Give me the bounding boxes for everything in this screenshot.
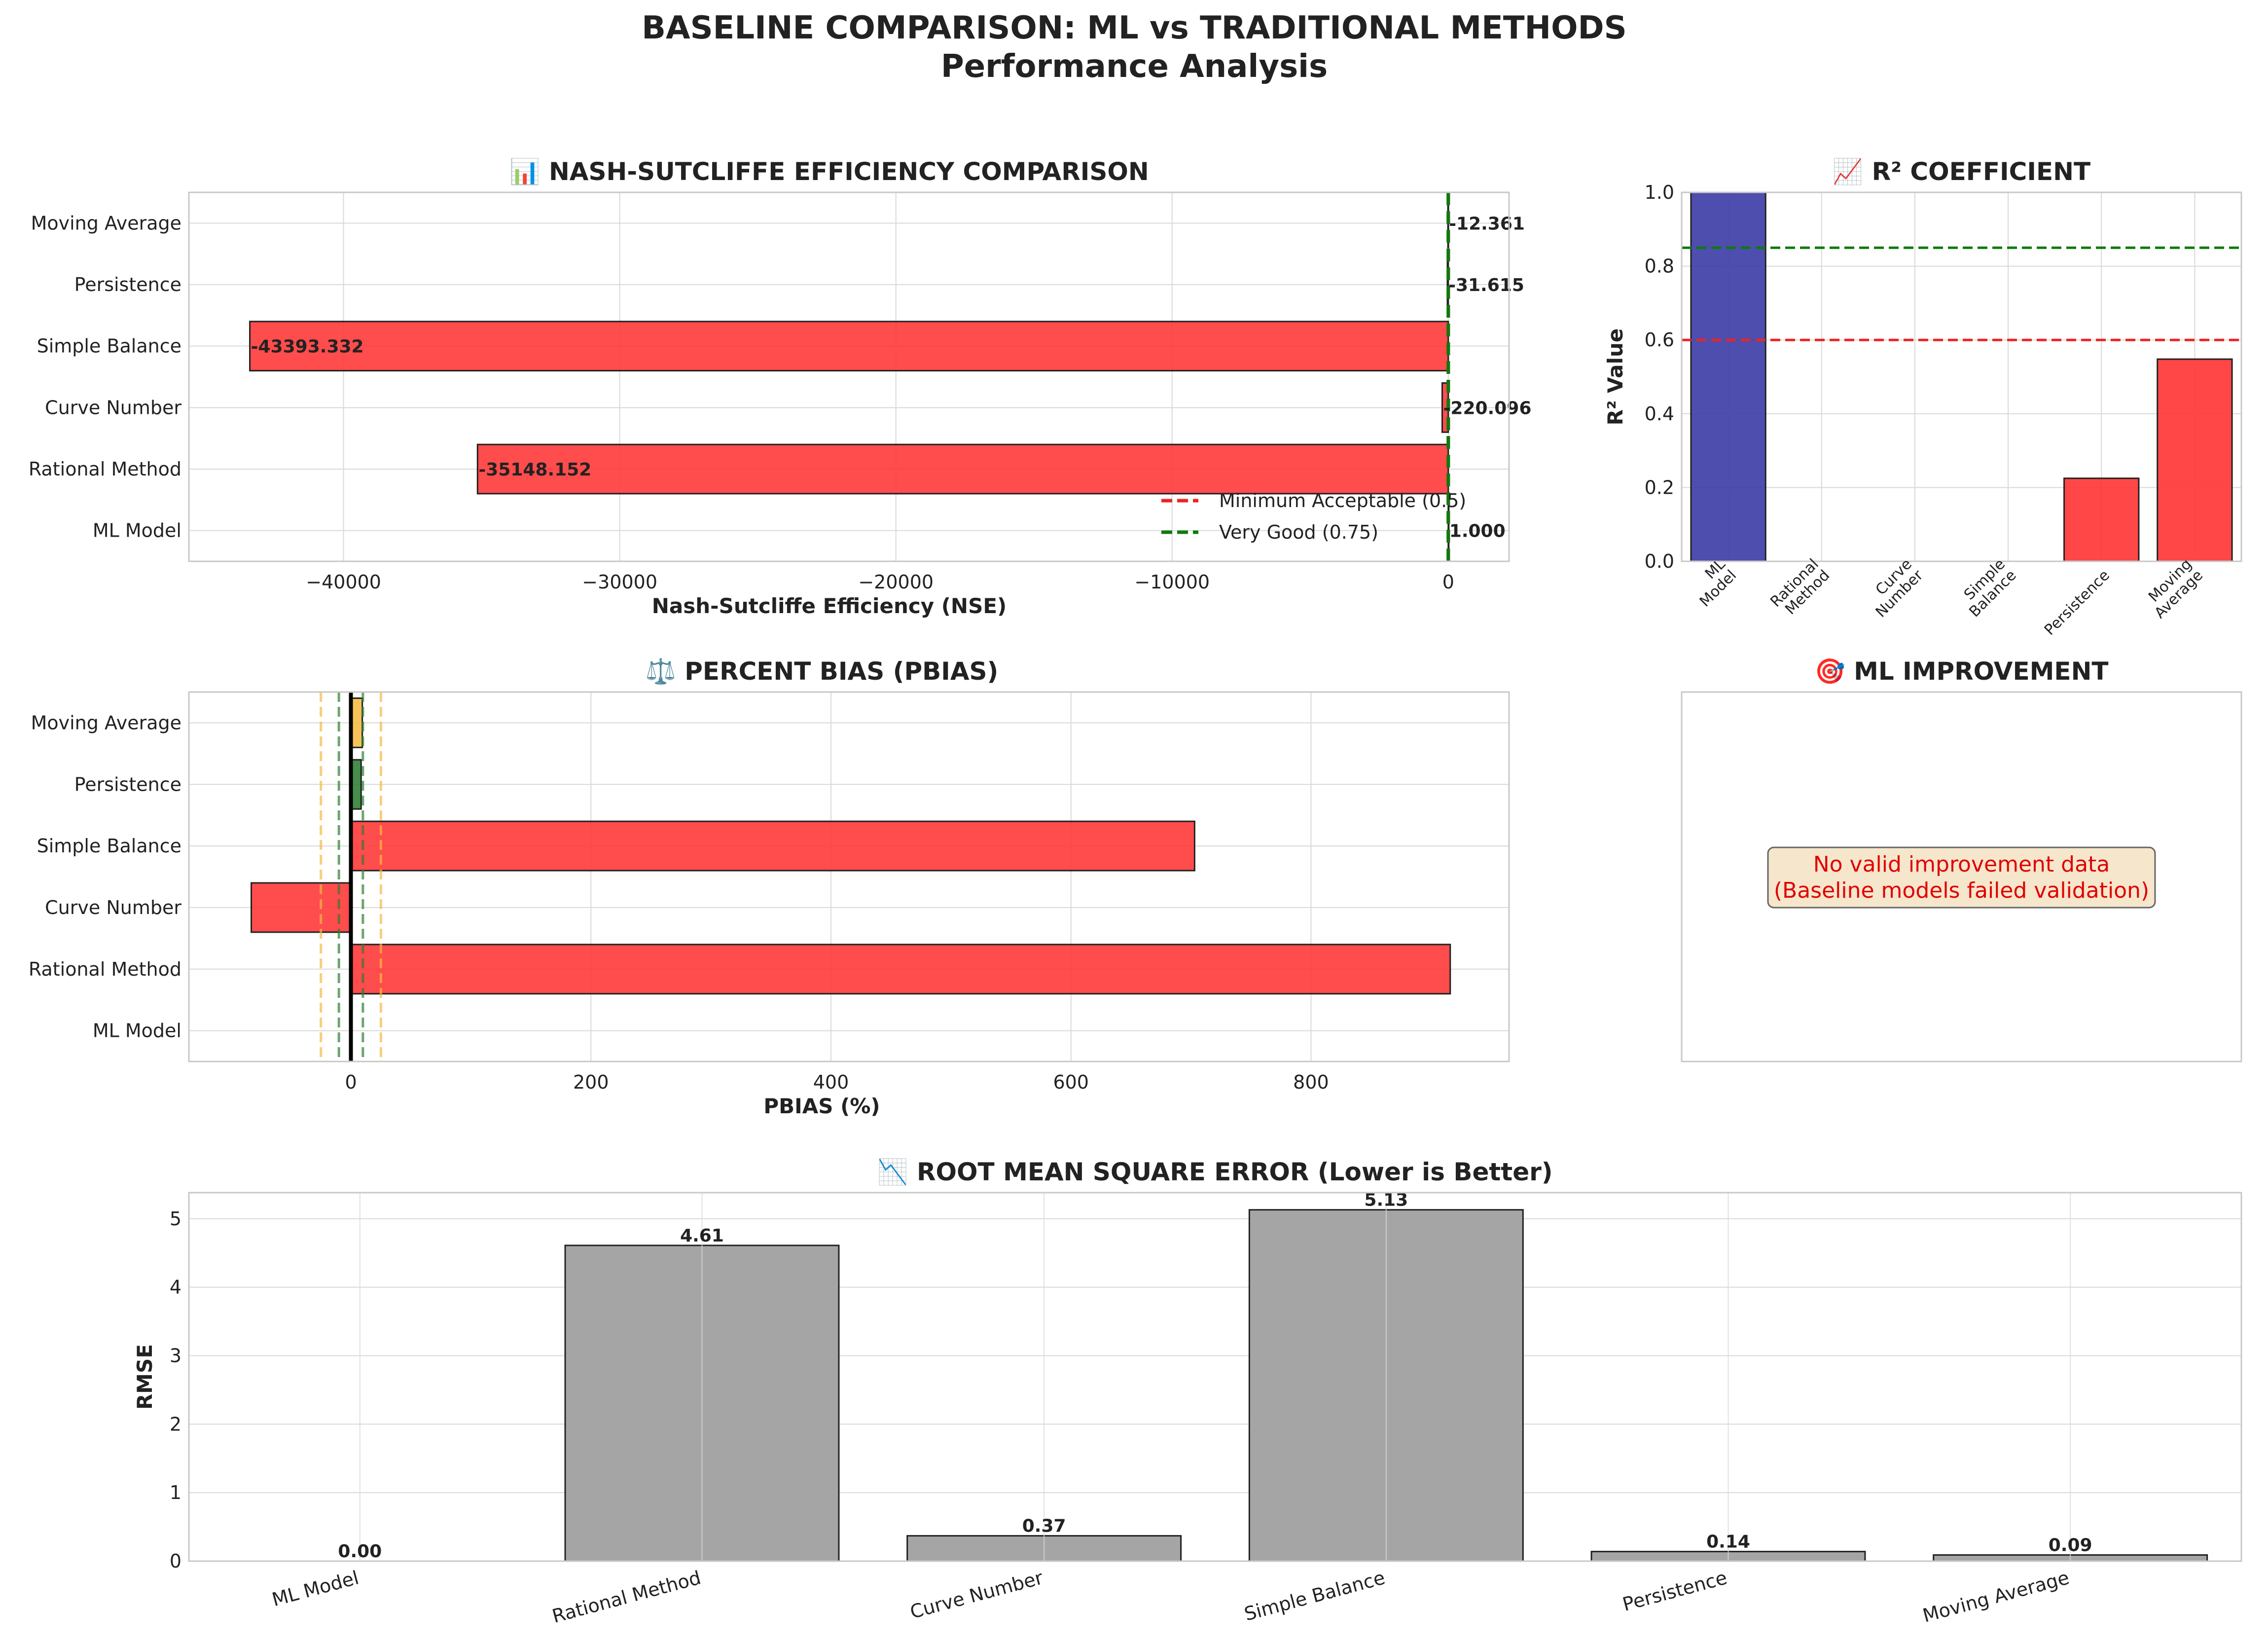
r2-y-tick-label: 0.8: [1645, 256, 1674, 277]
r2-y-tick-label: 0.2: [1645, 476, 1674, 498]
r2-plot-frame: [1681, 191, 2242, 562]
improvement-message-box: [1767, 846, 2156, 909]
nse-value-label: -12.361: [1449, 214, 1525, 234]
nse-y-tick-label: Rational Method: [29, 458, 181, 480]
rmse-x-tick-label: Simple Balance: [1242, 1567, 1387, 1625]
nse-value-label: 1.000: [1449, 521, 1506, 542]
rmse-y-tick-label: 0: [170, 1550, 181, 1572]
r2-y-axis-label: R² Value: [1603, 329, 1627, 426]
pbias-x-axis-label: PBIAS (%): [763, 1094, 880, 1118]
nse-x-tick-label: −10000: [1134, 571, 1210, 593]
rmse-value-label: 5.13: [1364, 1190, 1408, 1210]
r2-chart: 0.0 0.2 0.4 0.6 0.8 1.0 MLModel RationalMethod C…: [1603, 157, 2242, 639]
rmse-chart-title: 📉 ROOT MEAN SQUARE ERROR (Lower is Bette…: [877, 1158, 1552, 1186]
nse-value-label: -43393.332: [251, 337, 364, 357]
r2-x-tick-line: Persistence: [2041, 567, 2113, 639]
rmse-x-tick-label: ML Model: [270, 1567, 361, 1610]
figure-title: BASELINE COMPARISON: ML vs TRADITIONAL M…: [642, 10, 1626, 46]
nse-y-tick-label: Simple Balance: [37, 335, 181, 357]
rmse-plot-frame: [188, 1192, 2242, 1562]
pbias-x-tick-label: 600: [1053, 1071, 1089, 1093]
rmse-y-tick-label: 5: [170, 1208, 181, 1230]
r2-x-tick-label: Persistence: [2041, 567, 2113, 639]
pbias-y-tick-label: Moving Average: [31, 712, 181, 733]
figure-subtitle: Performance Analysis: [941, 48, 1328, 85]
r2-x-tick-label: SimpleBalance: [1955, 555, 2020, 621]
nse-y-tick-label: Moving Average: [31, 212, 181, 234]
nse-bar-1: [476, 443, 1449, 495]
rmse-value-label: 0.14: [1706, 1532, 1750, 1552]
improvement-plot-frame: [1681, 691, 2242, 1062]
pbias-y-tick-label: Rational Method: [29, 958, 181, 980]
pbias-x-tick-label: 400: [813, 1071, 849, 1093]
rmse-chart: 0.00 4.61 0.37 5.13 0.14 0.09 0 1 2 3 4 5 ML Model Ra…: [133, 1158, 2242, 1627]
rmse-x-tick-label: Moving Average: [1920, 1567, 2071, 1627]
nse-x-axis-label: Nash-Sutcliffe Efficiency (NSE): [652, 594, 1007, 618]
pbias-y-tick-label: Simple Balance: [37, 835, 181, 857]
r2-x-tick-label: MLModel: [1685, 555, 1740, 610]
rmse-y-tick-label: 3: [170, 1345, 181, 1366]
r2-y-tick-label: 1.0: [1645, 182, 1674, 203]
rmse-x-tick-label: Rational Method: [550, 1567, 703, 1627]
nse-y-tick-label: ML Model: [93, 520, 181, 542]
nse-x-tick-label: −20000: [858, 571, 934, 593]
improvement-message-line2: (Baseline models failed validation): [1774, 878, 2149, 903]
pbias-x-tick-label: 200: [573, 1071, 609, 1093]
pbias-y-tick-label: ML Model: [93, 1020, 181, 1042]
rmse-value-label: 4.61: [680, 1226, 724, 1246]
nse-legend-label: Very Good (0.75): [1219, 521, 1378, 543]
nse-chart: 1.000 -35148.152 -220.096 -43393.332 -31.615…: [29, 157, 1531, 618]
r2-x-tick-label: RationalMethod: [1767, 555, 1833, 621]
nse-bar-3: [249, 321, 1449, 372]
r2-y-tick-label: 0.0: [1645, 550, 1674, 572]
rmse-value-label: 0.00: [338, 1541, 382, 1562]
rmse-value-label: 0.37: [1022, 1516, 1066, 1536]
pbias-bar-1: [350, 944, 1451, 995]
pbias-y-tick-label: Curve Number: [45, 897, 181, 918]
nse-legend: Minimum Acceptable (0.5) Very Good (0.75): [1161, 490, 1466, 543]
r2-x-tick-label: MovingAverage: [2140, 555, 2206, 621]
r2-chart-title: 📈 R² COEFFICIENT: [1833, 157, 2090, 186]
r2-bar-4: [2063, 477, 2140, 562]
nse-x-tick-label: −40000: [306, 571, 381, 593]
r2-x-tick-label: CurveNumber: [1861, 555, 1927, 621]
nse-value-label: -220.096: [1443, 398, 1531, 418]
pbias-bar-2: [251, 882, 352, 933]
rmse-y-tick-label: 2: [170, 1413, 181, 1435]
rmse-y-tick-label: 4: [170, 1277, 181, 1298]
rmse-value-label: 0.09: [2049, 1535, 2092, 1556]
r2-bar-5: [2157, 358, 2233, 562]
rmse-y-tick-label: 1: [170, 1482, 181, 1503]
pbias-chart-title: ⚖️ PERCENT BIAS (PBIAS): [646, 657, 999, 686]
nse-y-tick-label: Curve Number: [45, 397, 181, 418]
nse-value-label: -35148.152: [478, 460, 591, 480]
nse-plot-frame: [188, 191, 1510, 562]
improvement-panel: No valid improvement data(Baseline model…: [1681, 657, 2242, 1062]
nse-y-tick-label: Persistence: [74, 274, 181, 295]
pbias-x-tick-label: 800: [1293, 1071, 1329, 1093]
improvement-message-line1: No valid improvement data: [1813, 852, 2110, 877]
nse-x-tick-label: 0: [1442, 571, 1454, 593]
improvement-chart-title: 🎯 ML IMPROVEMENT: [1814, 657, 2108, 686]
nse-chart-title: 📊 NASH-SUTCLIFFE EFFICIENCY COMPARISON: [509, 157, 1149, 186]
pbias-x-tick-label: 0: [345, 1071, 357, 1093]
pbias-plot-frame: [188, 691, 1510, 1062]
pbias-bar-3: [350, 820, 1195, 872]
r2-y-tick-label: 0.6: [1645, 329, 1674, 351]
pbias-y-tick-label: Persistence: [74, 773, 181, 795]
pbias-chart: ML Model Rational Method Curve Number Simpl…: [29, 657, 1510, 1118]
rmse-x-tick-label: Curve Number: [908, 1567, 1045, 1623]
nse-x-tick-label: −30000: [582, 571, 657, 593]
rmse-y-axis-label: RMSE: [133, 1344, 157, 1410]
r2-y-tick-label: 0.4: [1645, 403, 1674, 425]
rmse-x-tick-label: Persistence: [1620, 1567, 1729, 1615]
nse-legend-label: Minimum Acceptable (0.5): [1219, 490, 1466, 512]
nse-value-label: -31.615: [1448, 275, 1524, 295]
